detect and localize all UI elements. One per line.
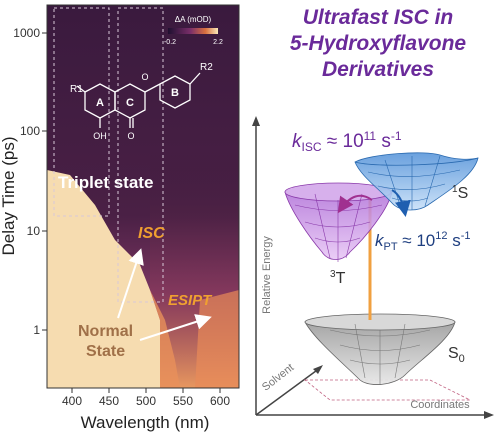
floor-plane — [303, 379, 471, 401]
y-axis-label: Delay Time (ps) — [0, 136, 18, 255]
heatmap-image — [47, 5, 239, 388]
ring-b-label: B — [171, 87, 179, 99]
k-pt-label: kPT ≈ 1012 s-1 — [375, 230, 471, 253]
coordinate-axis-label: Coordinates — [410, 399, 470, 411]
molecule-oh: OH — [93, 131, 107, 141]
isc-arrow — [337, 194, 373, 214]
energy-diagram: Relative Energy Coordinates Solvent S0 3… — [252, 116, 494, 419]
normal-state-label-line2: State — [86, 343, 125, 360]
s0-potential-well — [304, 313, 456, 385]
y-tick-100: 100 — [20, 124, 40, 138]
colorbar — [168, 28, 218, 34]
s0-state-label: S0 — [448, 345, 465, 365]
arrow-to-esipt — [139, 314, 212, 341]
y-tick-1000: 1000 — [13, 26, 40, 40]
figure-title: Ultrafast ISC in 5-Hydroxyflavone Deriva… — [290, 6, 467, 81]
arrow-to-isc — [117, 248, 144, 319]
isc-label: ISC — [138, 225, 165, 242]
x-tick-500: 500 — [136, 394, 156, 408]
x-tick-600: 600 — [210, 394, 230, 408]
ring-a-label: A — [96, 97, 104, 109]
triplet-potential-well — [284, 182, 393, 262]
colorbar-max: 2.2 — [213, 39, 223, 46]
title-line-1: Ultrafast ISC in — [303, 6, 454, 29]
molecule-r1: R1 — [70, 84, 83, 95]
triplet-state-label: Triplet state — [58, 173, 153, 192]
esipt-label: ESIPT — [168, 292, 213, 309]
ring-c-label: C — [126, 97, 134, 109]
singlet-potential-well — [354, 152, 479, 211]
heatmap-panel: ΔA (mOD) -0.2 2.2 R1 R2 A C B OH O O Tri… — [0, 4, 240, 432]
title-line-2: 5-Hydroxyflavone — [290, 32, 467, 55]
pt-arrow — [391, 189, 411, 217]
colorbar-min: -0.2 — [164, 39, 176, 46]
molecule-ring-o: O — [141, 72, 148, 82]
singlet-state-label: 1S — [452, 184, 468, 202]
energy-axis-label: Relative Energy — [261, 236, 273, 314]
x-tick-450: 450 — [99, 394, 119, 408]
y-axis — [42, 32, 47, 331]
molecule-carbonyl-o: O — [127, 131, 134, 141]
molecule-r2: R2 — [200, 62, 213, 73]
x-axis — [71, 388, 221, 393]
heatmap-frame — [46, 4, 240, 389]
x-tick-400: 400 — [62, 394, 82, 408]
triplet-state-energy-label: 3T — [330, 269, 346, 287]
y-tick-10: 10 — [27, 224, 41, 238]
molecule-structure — [76, 72, 201, 128]
y-tick-1: 1 — [33, 323, 40, 337]
x-axis-label: Wavelength (nm) — [81, 413, 210, 432]
normal-state-label-line1: Normal — [78, 323, 133, 340]
solvent-axis — [255, 367, 321, 416]
k-isc-label: kISC ≈ 1011 s-1 — [292, 129, 402, 154]
x-tick-550: 550 — [173, 394, 193, 408]
title-line-3: Derivatives — [322, 58, 434, 81]
colorbar-label: ΔA (mOD) — [175, 15, 212, 24]
